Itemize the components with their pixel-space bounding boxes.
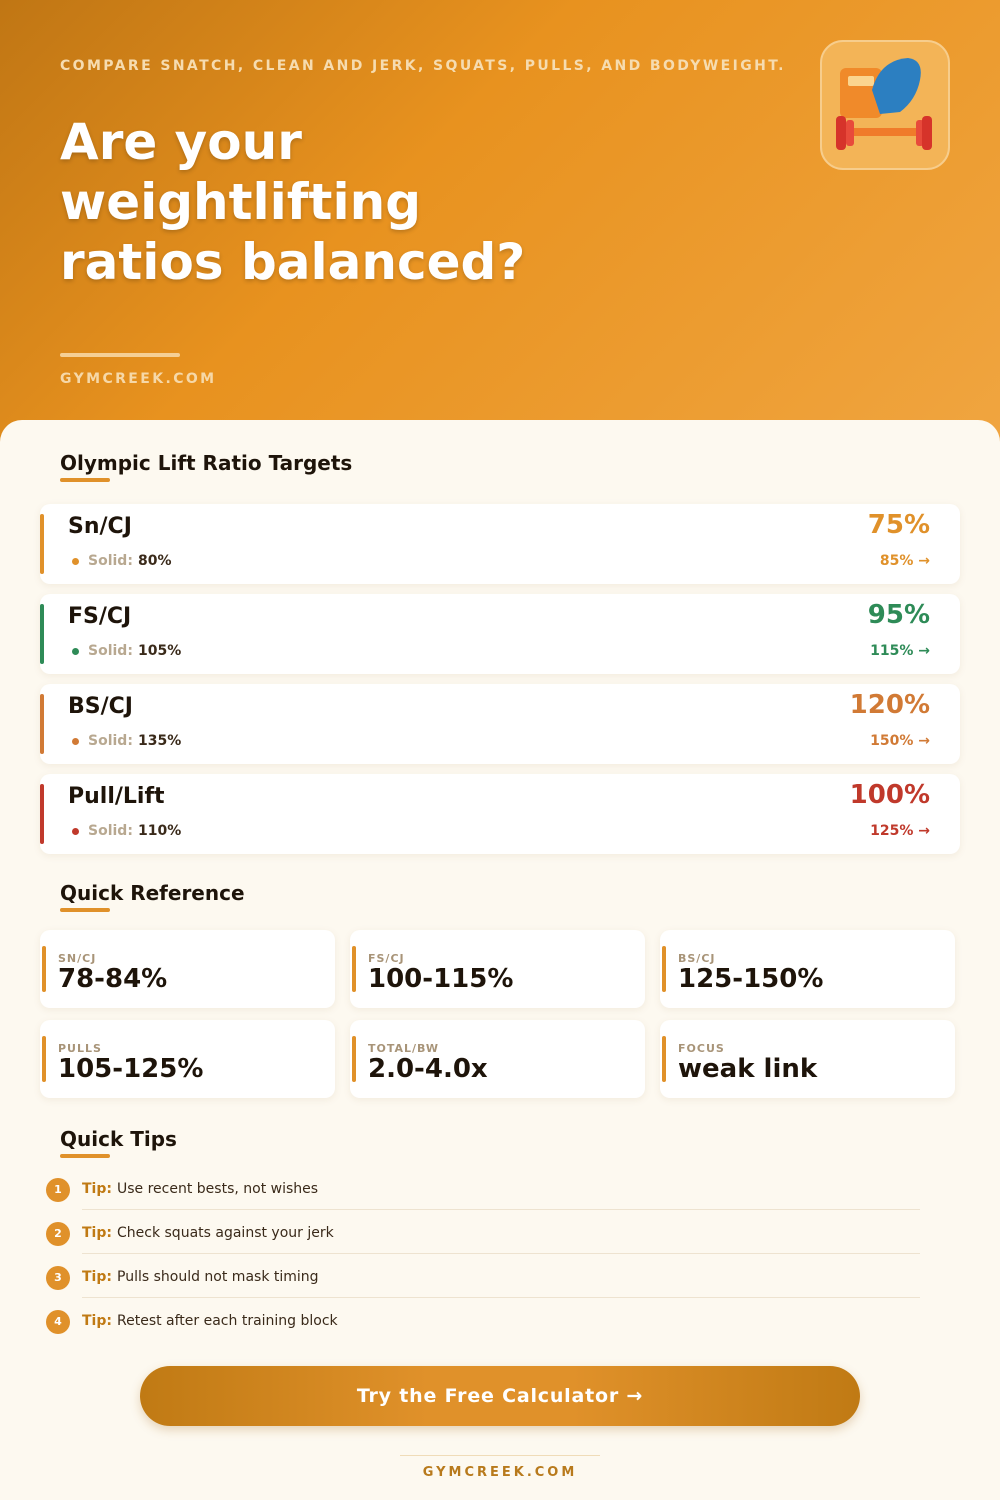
reference-card: BS/CJ 125-150% xyxy=(660,930,955,1008)
reference-value: 105-125% xyxy=(58,1054,204,1084)
reference-value: 125-150% xyxy=(678,964,824,994)
tip-number: 2 xyxy=(46,1222,70,1246)
ratio-card: BS/CJ Solid: 135% 120% 150% → xyxy=(40,684,960,764)
title: Are your weightlifting ratios balanced? xyxy=(60,113,526,291)
tip-label: Tip: xyxy=(82,1225,112,1241)
ratio-name: Sn/CJ xyxy=(68,514,132,539)
low-value: 75% xyxy=(867,510,930,540)
reference-label: SN/CJ xyxy=(58,952,97,965)
solid-label: Solid: xyxy=(88,643,133,659)
tip-label: Tip: xyxy=(82,1181,112,1197)
tip-label: Tip: xyxy=(82,1269,112,1285)
underline xyxy=(60,478,110,482)
tip-text: Pulls should not mask timing xyxy=(117,1269,319,1285)
reference-label: TOTAL/BW xyxy=(368,1042,439,1055)
reference-label: FS/CJ xyxy=(368,952,405,965)
accent-bar xyxy=(662,946,666,992)
tip-number: 4 xyxy=(46,1310,70,1334)
tip-label: Tip: xyxy=(82,1313,112,1329)
reference-label: PULLS xyxy=(58,1042,102,1055)
accent-bar xyxy=(662,1036,666,1082)
ratio-card: Pull/Lift Solid: 110% 100% 125% → xyxy=(40,774,960,854)
accent-bar xyxy=(352,946,356,992)
solid-value: 135% xyxy=(138,733,182,749)
reference-value: 2.0-4.0x xyxy=(368,1054,488,1084)
separator xyxy=(82,1253,920,1254)
accent-bar xyxy=(40,784,44,844)
underline xyxy=(60,1154,110,1158)
accent-bar xyxy=(42,946,46,992)
reference-card: FS/CJ 100-115% xyxy=(350,930,645,1008)
dot xyxy=(72,648,79,655)
high-value: 150% → xyxy=(870,733,930,749)
reference-card: PULLS 105-125% xyxy=(40,1020,335,1098)
dot xyxy=(72,738,79,745)
accent-bar xyxy=(40,604,44,664)
high-value: 125% → xyxy=(870,823,930,839)
icon xyxy=(820,40,950,170)
footer: GYMCREEK.COM xyxy=(422,1465,578,1480)
solid-label: Solid: xyxy=(88,553,133,569)
dot xyxy=(72,558,79,565)
ratio-name: Pull/Lift xyxy=(68,784,165,809)
low-value: 120% xyxy=(849,690,930,720)
high-value: 115% → xyxy=(870,643,930,659)
solid-value: 110% xyxy=(138,823,182,839)
solid-label: Solid: xyxy=(88,823,133,839)
reference-card: TOTAL/BW 2.0-4.0x xyxy=(350,1020,645,1098)
separator xyxy=(82,1297,920,1298)
ratio-card: FS/CJ Solid: 105% 95% 115% → xyxy=(40,594,960,674)
section-title: Quick Reference xyxy=(60,881,245,905)
low-value: 100% xyxy=(849,780,930,810)
ratio-name: BS/CJ xyxy=(68,694,133,719)
high-value: 85% → xyxy=(879,553,930,569)
tip-text: Retest after each training block xyxy=(117,1313,338,1329)
section-title: Quick Tips xyxy=(60,1127,177,1151)
tip-text: Use recent bests, not wishes xyxy=(117,1181,319,1197)
ratio-name: FS/CJ xyxy=(68,604,132,629)
tip-text: Check squats against your jerk xyxy=(117,1225,334,1241)
reference-card: SN/CJ 78-84% xyxy=(40,930,335,1008)
site: GYMCREEK.COM xyxy=(60,371,217,387)
ratio-card: Sn/CJ Solid: 80% 75% 85% → xyxy=(40,504,960,584)
solid-value: 80% xyxy=(138,553,172,569)
reference-card: FOCUS weak link xyxy=(660,1020,955,1098)
reference-value: weak link xyxy=(678,1054,818,1084)
separator xyxy=(82,1209,920,1210)
subtitle: COMPARE SNATCH, CLEAN AND JERK, SQUATS, … xyxy=(60,58,786,74)
accent-bar xyxy=(352,1036,356,1082)
reference-value: 100-115% xyxy=(368,964,514,994)
tip-number: 3 xyxy=(46,1266,70,1290)
dot xyxy=(72,828,79,835)
reference-label: BS/CJ xyxy=(678,952,716,965)
section-title: Olympic Lift Ratio Targets xyxy=(60,451,353,475)
cta-button[interactable]: Try the Free Calculator → xyxy=(140,1366,860,1426)
reference-value: 78-84% xyxy=(58,964,168,994)
accent-bar xyxy=(40,514,44,574)
accent-bar xyxy=(40,694,44,754)
header: COMPARE SNATCH, CLEAN AND JERK, SQUATS, … xyxy=(0,0,1000,450)
accent-bar xyxy=(42,1036,46,1082)
reference-label: FOCUS xyxy=(678,1042,725,1055)
solid-value: 105% xyxy=(138,643,182,659)
low-value: 95% xyxy=(867,600,930,630)
divider xyxy=(400,1455,600,1456)
underline xyxy=(60,908,110,912)
divider xyxy=(60,353,180,357)
solid-label: Solid: xyxy=(88,733,133,749)
tip-number: 1 xyxy=(46,1178,70,1202)
